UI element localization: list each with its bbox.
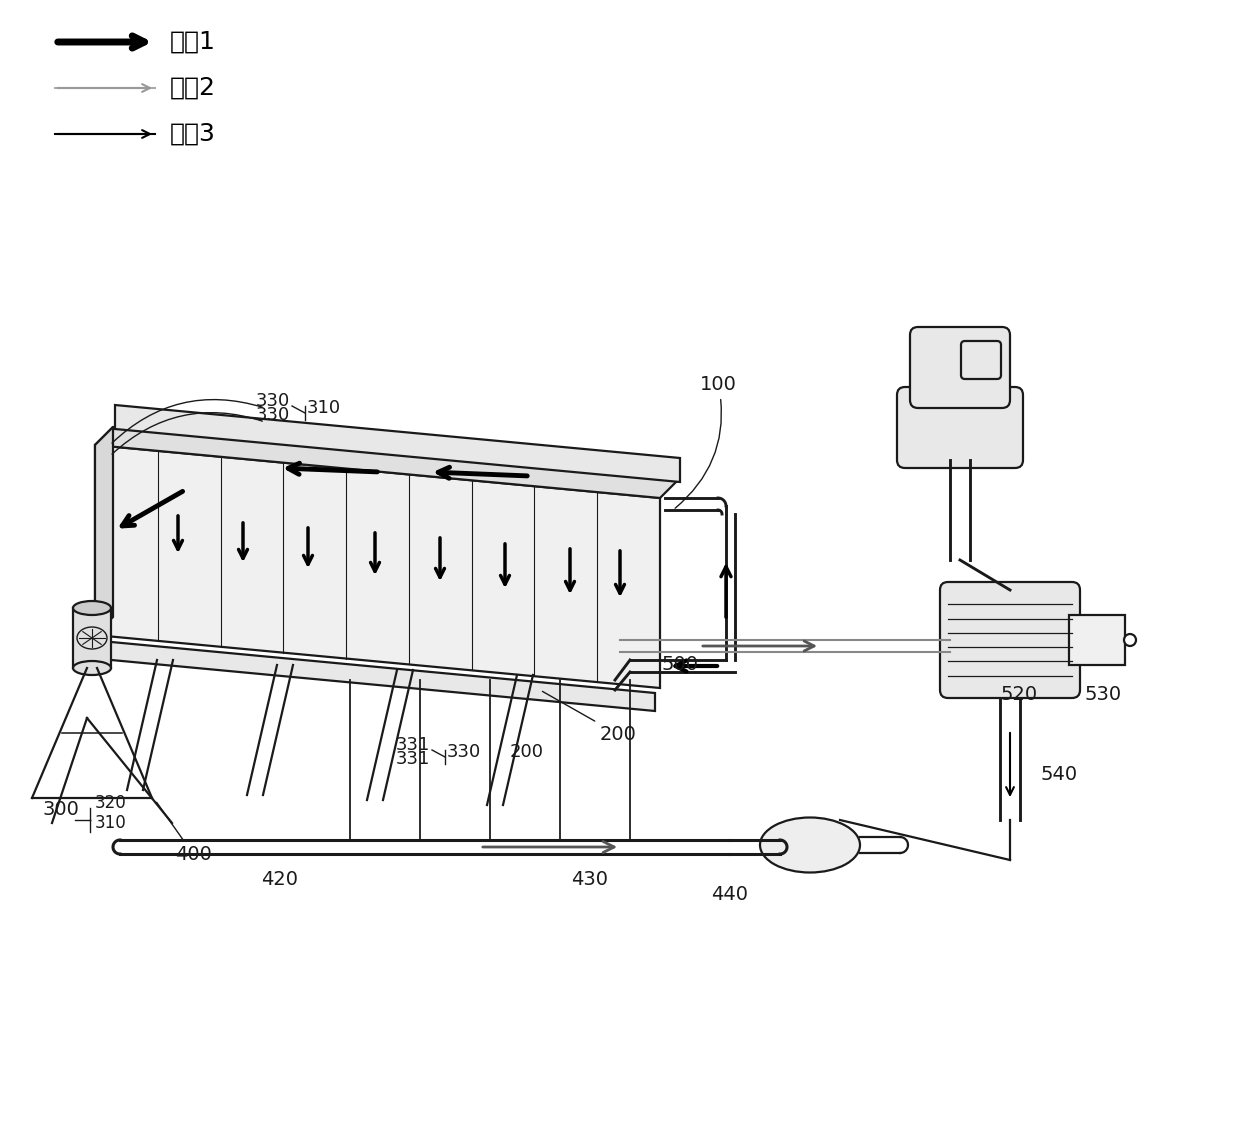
Text: 331: 331 [396,736,430,754]
Text: 440: 440 [712,885,749,904]
Text: 330: 330 [255,406,290,424]
Polygon shape [73,608,112,669]
Text: 箭头1: 箭头1 [170,30,216,53]
Polygon shape [95,428,678,498]
Text: 200: 200 [510,742,544,761]
FancyBboxPatch shape [940,582,1080,698]
Text: 330: 330 [446,742,481,761]
Text: 520: 520 [999,684,1037,704]
Text: 530: 530 [1085,684,1122,704]
Text: 310: 310 [308,399,341,417]
Text: 200: 200 [542,691,637,744]
FancyBboxPatch shape [897,387,1023,468]
Text: 箭头2: 箭头2 [170,76,216,100]
Text: 420: 420 [262,870,299,889]
Text: 331: 331 [396,750,430,767]
Ellipse shape [1123,634,1136,646]
FancyBboxPatch shape [1069,615,1125,665]
Text: 箭头3: 箭头3 [170,122,216,146]
Text: 500: 500 [661,655,698,674]
Text: 300: 300 [42,800,79,819]
Polygon shape [95,428,113,634]
Text: 540: 540 [1040,765,1078,785]
Text: 100: 100 [675,375,737,508]
Text: 310: 310 [95,814,126,832]
Polygon shape [115,405,680,482]
Ellipse shape [760,818,861,872]
Ellipse shape [73,601,112,615]
Text: 330: 330 [255,392,290,410]
Ellipse shape [73,661,112,675]
Polygon shape [95,445,660,688]
Polygon shape [91,640,655,711]
FancyBboxPatch shape [910,327,1011,408]
Text: 320: 320 [95,794,126,812]
Text: 430: 430 [572,870,609,889]
FancyBboxPatch shape [961,341,1001,379]
Text: 400: 400 [156,803,212,864]
